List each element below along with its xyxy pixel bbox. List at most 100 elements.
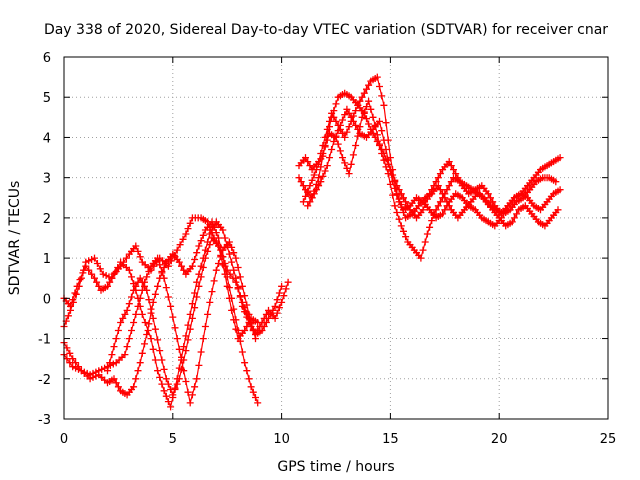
data-point	[204, 310, 212, 318]
data-point	[66, 349, 74, 357]
data-point	[436, 186, 444, 194]
data-point	[391, 202, 399, 210]
data-point	[182, 230, 190, 238]
data-point	[421, 238, 429, 246]
data-point	[363, 115, 370, 123]
data-point	[230, 316, 238, 324]
data-point	[310, 171, 318, 179]
data-point	[280, 292, 288, 300]
data-point	[195, 242, 203, 250]
data-point	[419, 246, 427, 254]
data-point	[419, 206, 427, 214]
data-point	[304, 202, 312, 210]
data-point	[230, 266, 238, 274]
data-point	[428, 217, 436, 225]
data-point	[136, 294, 144, 302]
data-point	[130, 286, 138, 294]
data-point	[232, 274, 240, 282]
data-point	[395, 215, 403, 223]
data-point	[119, 314, 127, 322]
x-tick-label: 25	[600, 432, 617, 447]
data-point	[358, 93, 366, 101]
data-point	[128, 273, 135, 281]
data-point	[323, 125, 331, 133]
data-point	[125, 335, 133, 343]
data-point	[134, 302, 142, 310]
data-point	[134, 247, 142, 255]
data-point	[154, 336, 162, 344]
data-point	[395, 186, 403, 194]
data-point	[554, 206, 562, 214]
data-point	[384, 156, 392, 164]
data-point	[273, 309, 281, 317]
series-pass-4	[60, 218, 262, 407]
y-tick-label: 3	[43, 172, 51, 187]
data-point	[304, 158, 312, 166]
data-point	[447, 178, 455, 186]
data-point	[195, 282, 203, 290]
y-tick-label: 1	[43, 252, 51, 267]
data-point	[271, 302, 279, 310]
data-point	[138, 310, 146, 318]
data-point	[175, 345, 183, 353]
data-point	[265, 314, 272, 322]
y-tick-label: 5	[43, 91, 51, 106]
data-point	[245, 319, 253, 326]
data-point	[508, 218, 516, 226]
data-point	[332, 100, 340, 108]
data-point	[434, 202, 442, 210]
data-point	[380, 101, 388, 109]
data-point	[149, 298, 157, 306]
data-point	[365, 120, 373, 128]
data-point	[206, 241, 214, 249]
data-point	[393, 191, 401, 199]
data-point	[432, 178, 440, 186]
data-point	[193, 293, 201, 301]
data-point	[95, 282, 103, 290]
data-point	[336, 147, 344, 155]
data-point	[188, 262, 196, 270]
data-point	[130, 319, 138, 326]
data-point	[450, 166, 457, 174]
data-point	[188, 314, 196, 322]
data-point	[88, 270, 96, 278]
data-point	[363, 103, 370, 111]
data-point	[443, 198, 451, 206]
data-point	[343, 164, 351, 172]
data-point	[175, 375, 183, 383]
data-point	[186, 325, 194, 333]
data-point	[243, 323, 251, 330]
data-point	[315, 160, 323, 168]
data-point	[278, 298, 286, 306]
data-point	[278, 282, 286, 290]
data-point	[147, 305, 155, 313]
data-point	[145, 268, 153, 275]
data-point	[178, 262, 185, 270]
data-point	[215, 242, 222, 250]
data-point	[434, 182, 442, 190]
data-point	[345, 170, 353, 178]
data-point	[173, 246, 181, 254]
data-point	[297, 178, 305, 186]
series-pass-7	[295, 101, 564, 222]
data-point	[151, 325, 159, 333]
data-point	[199, 335, 207, 343]
data-point	[175, 258, 183, 266]
data-point	[321, 143, 329, 151]
data-point	[252, 394, 259, 401]
data-point	[195, 361, 203, 369]
data-point	[326, 154, 333, 162]
data-point	[332, 117, 340, 125]
data-point	[228, 306, 236, 314]
data-point	[182, 332, 190, 340]
data-point	[345, 109, 353, 117]
data-point	[299, 198, 307, 206]
data-point	[151, 356, 159, 364]
data-point	[186, 399, 194, 407]
data-point	[378, 150, 386, 157]
data-point	[184, 321, 192, 329]
series-trace	[302, 100, 559, 259]
data-point	[356, 97, 364, 105]
data-point	[197, 348, 205, 356]
